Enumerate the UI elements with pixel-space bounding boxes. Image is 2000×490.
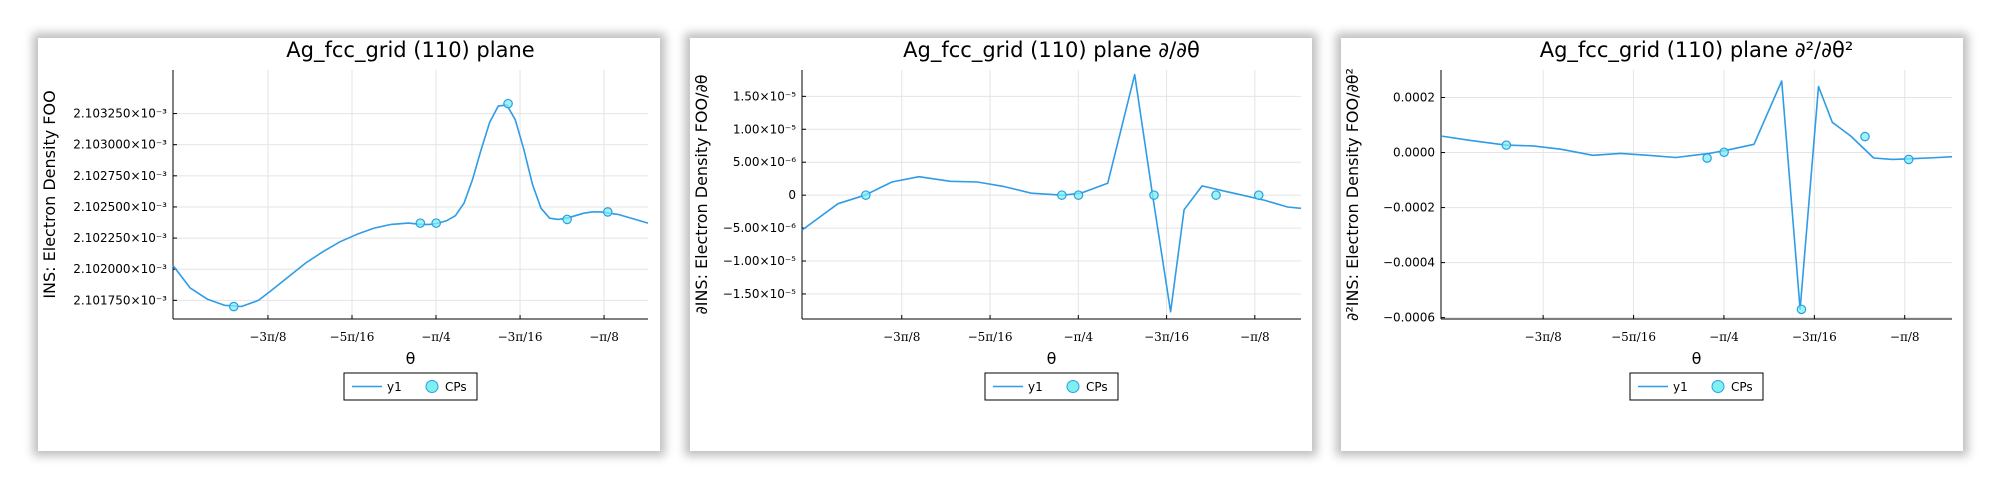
x-tick-label: −π/4	[1709, 330, 1739, 344]
y-tick-label: 1.50×10⁻⁵	[733, 89, 796, 103]
series-line-y1	[801, 73, 1302, 313]
chart-1-svg: −3π/8 −5π/16 −π/4 −3π/16 −π/8 2.101750×10⁻³ 2.…	[40, 38, 649, 401]
y-axis-label: INS: Electron Density FOO	[40, 90, 59, 298]
x-axis-label: θ	[1047, 349, 1057, 368]
data-point-CPs	[861, 190, 871, 200]
x-tick-label: −π/4	[1063, 330, 1093, 344]
data-point-CPs	[562, 214, 572, 225]
y-tick-label: 0.0002	[1393, 91, 1435, 105]
y-tick-label: 2.102500×10⁻³	[73, 200, 167, 214]
x-tick-label: −π/4	[421, 330, 451, 344]
y-tick-label: 2.103000×10⁻³	[73, 138, 167, 152]
data-point-CPs	[431, 218, 441, 228]
chart-title: Ag_fcc_grid (110) plane ∂/∂θ	[903, 38, 1200, 63]
y-tick-label: −1.00×10⁻⁵	[723, 254, 796, 268]
legend-label-y1: y1	[387, 380, 402, 394]
y-tick-label: 5.00×10⁻⁶	[733, 155, 796, 169]
data-point-CPs	[1253, 190, 1264, 200]
chart-panel-2: −3π/8 −5π/16 −π/4 −3π/16 −π/8 1.50×10⁻⁵ 1.00×1…	[690, 38, 1312, 451]
chart-3-svg: −3π/8 −5π/16 −π/4 −3π/16 −π/8 0.0002 0.0000 −0.…	[1343, 38, 1953, 401]
x-tick-label: −π/8	[1890, 330, 1920, 344]
x-tick-label: −π/8	[1240, 330, 1270, 344]
y-tick-label: −5.00×10⁻⁶	[723, 221, 796, 235]
x-tick-label: −5π/16	[330, 330, 375, 344]
chart-panel-3: −3π/8 −5π/16 −π/4 −3π/16 −π/8 0.0002 0.0000 −0.…	[1341, 38, 1963, 451]
x-axis-label: θ	[1692, 349, 1702, 368]
series-line-y1	[1440, 80, 1953, 311]
chart-title: Ag_fcc_grid (110) plane ∂²/∂θ²	[1540, 38, 1854, 63]
y-tick-label: 0.0000	[1393, 146, 1435, 160]
legend-marker-swatch	[1711, 380, 1725, 393]
legend-label-y1: y1	[1673, 380, 1688, 394]
x-tick-label: −π/8	[589, 330, 619, 344]
legend-marker-swatch	[425, 380, 439, 393]
y-tick-label: 2.101750×10⁻³	[73, 293, 167, 307]
x-tick-label: −5π/16	[1611, 330, 1656, 344]
chart-2-svg: −3π/8 −5π/16 −π/4 −3π/16 −π/8 1.50×10⁻⁵ 1.00×1…	[692, 38, 1302, 401]
data-point-CPs	[1860, 131, 1870, 142]
x-tick-label: −3π/16	[1792, 330, 1837, 344]
series-line-y1	[172, 104, 649, 308]
data-point-CPs	[602, 207, 613, 217]
data-point-CPs	[1719, 147, 1729, 158]
y-tick-label: −0.0004	[1383, 256, 1435, 270]
y-tick-label: −1.50×10⁻⁵	[723, 287, 796, 301]
data-point-CPs	[228, 301, 239, 312]
data-point-CPs	[1057, 190, 1067, 200]
legend-label-cps: CPs	[1731, 380, 1753, 394]
y-tick-label: 0	[788, 188, 796, 202]
data-point-CPs	[1702, 153, 1712, 163]
data-point-CPs	[1796, 304, 1807, 315]
y-tick-label: −0.0002	[1383, 201, 1435, 215]
y-tick-label: 1.00×10⁻⁵	[733, 122, 796, 136]
data-point-CPs	[415, 218, 426, 228]
y-tick-label: 2.102250×10⁻³	[73, 231, 167, 245]
y-tick-label: −0.0006	[1383, 311, 1435, 325]
data-point-CPs	[1211, 190, 1221, 200]
y-tick-label: 2.102750×10⁻³	[73, 169, 167, 183]
x-axis-label: θ	[406, 349, 416, 368]
data-point-CPs	[1903, 154, 1914, 165]
data-point-CPs	[1073, 190, 1084, 200]
x-tick-label: −3π/8	[883, 330, 920, 344]
data-point-CPs	[1149, 190, 1159, 200]
chart-title: Ag_fcc_grid (110) plane	[286, 38, 534, 63]
y-tick-label: 2.103250×10⁻³	[73, 107, 167, 121]
x-tick-label: −3π/8	[1525, 330, 1562, 344]
y-axis-label: ∂²INS: Electron Density FOO/∂θ²	[1343, 68, 1362, 321]
chart-panel-1: −3π/8 −5π/16 −π/4 −3π/16 −π/8 2.101750×10⁻³ 2.…	[38, 38, 660, 451]
legend-label-cps: CPs	[1086, 380, 1108, 394]
legend-label-cps: CPs	[445, 380, 467, 394]
legend-label-y1: y1	[1028, 380, 1043, 394]
x-tick-label: −3π/16	[498, 330, 543, 344]
data-point-CPs	[1501, 140, 1512, 150]
x-tick-label: −3π/8	[249, 330, 286, 344]
y-tick-label: 2.102000×10⁻³	[73, 262, 167, 276]
legend-marker-swatch	[1066, 380, 1080, 393]
x-tick-label: −3π/16	[1144, 330, 1189, 344]
data-point-CPs	[503, 98, 513, 109]
y-axis-label: ∂INS: Electron Density FOO/∂θ	[692, 74, 711, 314]
x-tick-label: −5π/16	[968, 330, 1013, 344]
